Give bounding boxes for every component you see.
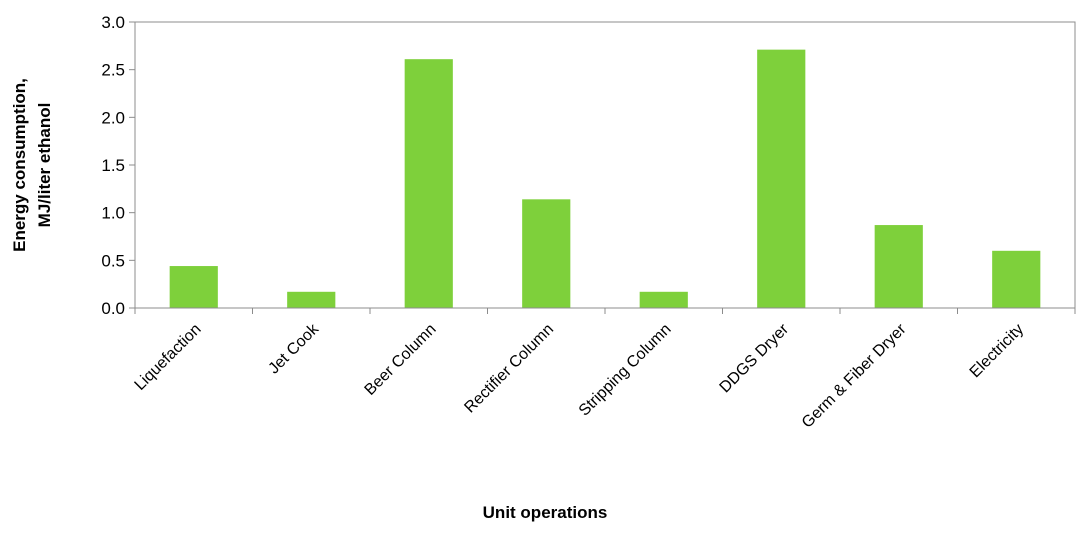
y-tick-label: 1.0 bbox=[101, 204, 125, 223]
y-tick-label: 1.5 bbox=[101, 156, 125, 175]
x-category-label: Liquefaction bbox=[132, 321, 205, 394]
x-category-label: Rectifier Column bbox=[461, 321, 557, 417]
x-category-label: Jet Cook bbox=[265, 320, 322, 377]
x-category-label: Germ & Fiber Dryer bbox=[799, 320, 910, 431]
y-tick-label: 0.0 bbox=[101, 299, 125, 318]
bar bbox=[992, 250, 1041, 308]
y-tick-label: 2.0 bbox=[101, 108, 125, 127]
y-axis-ticks: 0.0 0.5 1.0 1.5 2.0 2.5 3.0 bbox=[101, 13, 135, 318]
bars bbox=[169, 49, 1041, 309]
plot-border bbox=[134, 21, 1076, 309]
bar bbox=[757, 49, 806, 308]
bar bbox=[874, 225, 923, 308]
bar bbox=[522, 199, 571, 308]
x-category-label: Electricity bbox=[967, 321, 1027, 381]
bar bbox=[404, 59, 453, 309]
y-tick-label: 0.5 bbox=[101, 251, 125, 270]
x-category-label: DDGS Dryer bbox=[717, 320, 793, 396]
x-axis-category-labels: Liquefaction Jet Cook Beer Column Rectifier… bbox=[132, 308, 1076, 432]
plot-frame bbox=[134, 21, 1076, 309]
bar bbox=[639, 291, 688, 308]
y-tick-label: 2.5 bbox=[101, 61, 125, 80]
bar bbox=[287, 291, 336, 308]
y-tick-label: 3.0 bbox=[101, 13, 125, 32]
bar bbox=[169, 266, 218, 308]
x-axis-title: Unit operations bbox=[483, 503, 608, 522]
y-axis-title-line-1: Energy consumption, bbox=[10, 78, 29, 252]
x-category-label: Beer Column bbox=[362, 321, 440, 399]
y-axis-title-line-2: MJ/liter ethanol bbox=[35, 103, 54, 228]
x-category-label: Stripping Column bbox=[576, 321, 675, 420]
